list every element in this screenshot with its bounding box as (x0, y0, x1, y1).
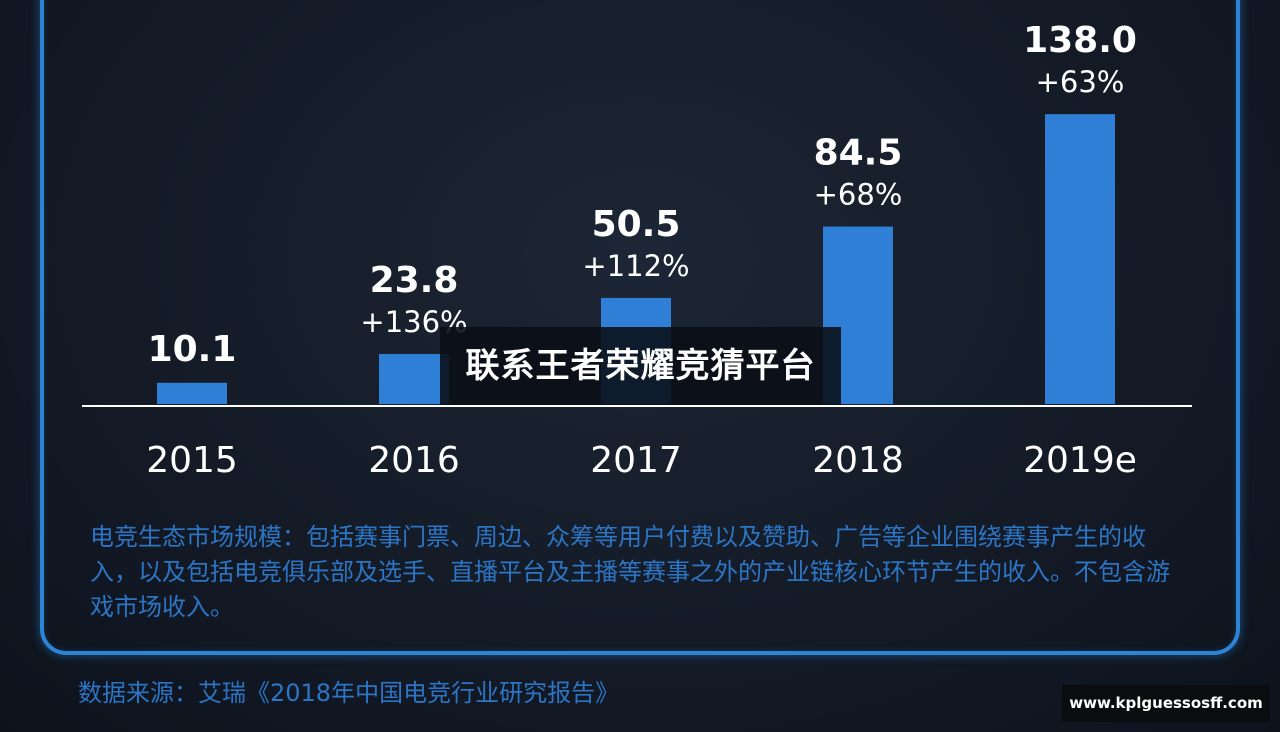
value-label-2015: 10.1 (148, 329, 237, 370)
x-tick-2016: 2016 (368, 440, 460, 481)
chart-panel-frame (40, 0, 1240, 655)
value-label-2019e: 138.0 (1023, 20, 1137, 61)
x-tick-2019e: 2019e (1023, 440, 1137, 481)
x-tick-2018: 2018 (812, 440, 904, 481)
overlay-banner: 联系王者荣耀竞猜平台 (440, 327, 841, 405)
watermark-url[interactable]: www.kplguessosff.com (1062, 685, 1270, 722)
bars-layer (157, 114, 1115, 404)
x-tick-2017: 2017 (590, 440, 682, 481)
x-tick-2015: 2015 (146, 440, 238, 481)
value-label-2016: 23.8 (370, 260, 459, 301)
growth-label-2019e: +63% (1036, 65, 1125, 99)
value-label-2017: 50.5 (592, 204, 681, 245)
bar-2015 (157, 382, 227, 404)
x-axis-ticks: 2015 2016 2017 2018 2019e (146, 440, 1137, 481)
labels-layer: 10.123.8+136%50.5+112%84.5+68%138.0+63% (148, 20, 1137, 370)
bar-chart: 10.123.8+136%50.5+112%84.5+68%138.0+63% … (82, 20, 1192, 481)
growth-label-2018: +68% (814, 178, 903, 212)
data-source: 数据来源：艾瑞《2018年中国电竞行业研究报告》 (78, 679, 620, 707)
bar-2016 (379, 354, 449, 404)
growth-label-2017: +112% (582, 249, 689, 283)
definition-note: 电竞生态市场规模：包括赛事门票、周边、众筹等用户付费以及赞助、广告等企业围绕赛事… (90, 523, 1170, 621)
value-label-2018: 84.5 (814, 133, 903, 174)
bar-2019e (1045, 114, 1115, 404)
